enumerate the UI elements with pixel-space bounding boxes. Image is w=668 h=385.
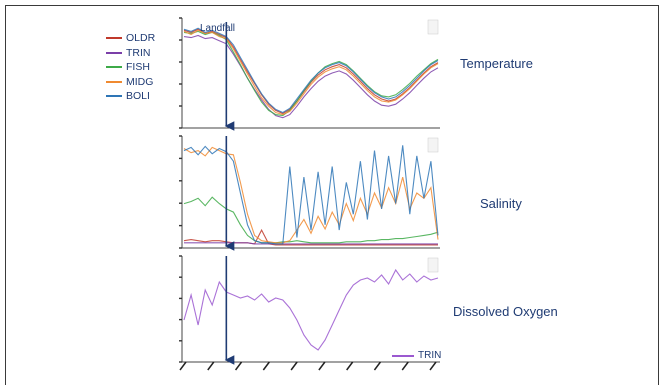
series-line-fish bbox=[183, 30, 439, 117]
legend-swatch bbox=[106, 51, 122, 54]
series-line-trin bbox=[183, 268, 439, 351]
x-tick-label bbox=[234, 361, 243, 371]
legend-label: OLDR bbox=[126, 32, 156, 45]
temperature-label: Temperature bbox=[460, 56, 533, 71]
salinity-label: Salinity bbox=[480, 196, 522, 211]
series-line-midg bbox=[183, 29, 439, 116]
legend-item: BOLI bbox=[106, 89, 155, 104]
legend-swatch bbox=[106, 66, 122, 69]
station-legend: OLDR TRIN FISH MIDG BOLI bbox=[106, 31, 155, 104]
x-tick-label bbox=[346, 361, 354, 371]
legend-label: TRIN bbox=[126, 46, 151, 59]
legend-swatch bbox=[106, 37, 122, 40]
x-tick-label bbox=[207, 361, 215, 371]
x-tick-label bbox=[179, 361, 187, 371]
x-tick-label bbox=[290, 361, 298, 371]
x-tick-label bbox=[318, 361, 326, 371]
series-line-boli bbox=[183, 27, 439, 114]
series-line-fish bbox=[183, 196, 439, 244]
oxygen-legend-swatch bbox=[392, 354, 414, 357]
series-line-boli bbox=[183, 145, 439, 245]
legend-label: MIDG bbox=[126, 75, 154, 88]
x-tick-label bbox=[429, 361, 437, 371]
legend-label: FISH bbox=[126, 61, 150, 74]
x-tick-label bbox=[373, 361, 382, 371]
landfall-annotation: Landfall bbox=[200, 23, 236, 34]
inset-legend bbox=[427, 137, 439, 153]
legend-item: OLDR bbox=[106, 31, 155, 46]
dissolved-oxygen-label: Dissolved Oxygen bbox=[453, 304, 558, 319]
oxygen-legend: TRIN bbox=[392, 350, 441, 361]
oxygen-legend-label: TRIN bbox=[418, 350, 442, 361]
inset-legend bbox=[427, 19, 439, 35]
x-tick-label bbox=[262, 361, 270, 371]
x-tick-label bbox=[401, 361, 409, 371]
legend-swatch bbox=[106, 80, 122, 83]
legend-item: TRIN bbox=[106, 46, 155, 61]
series-line-trin bbox=[183, 34, 439, 119]
legend-item: FISH bbox=[106, 60, 155, 75]
legend-item: MIDG bbox=[106, 75, 155, 90]
legend-swatch bbox=[106, 95, 122, 98]
legend-label: BOLI bbox=[126, 90, 150, 103]
inset-legend bbox=[427, 257, 439, 273]
